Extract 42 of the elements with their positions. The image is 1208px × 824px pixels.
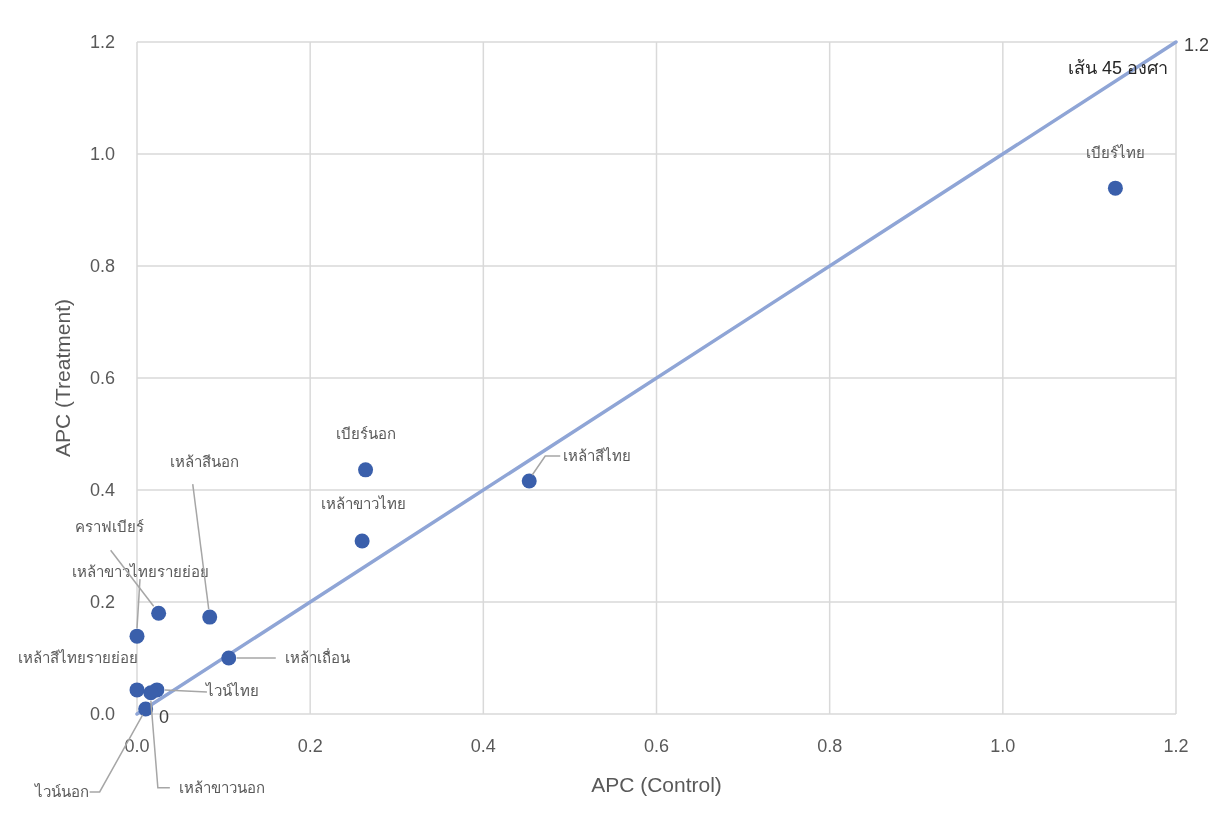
x-tick-label: 0.8 — [817, 736, 843, 756]
x-tick-label: 0.4 — [470, 736, 496, 756]
point — [521, 473, 537, 489]
point — [1107, 180, 1123, 196]
x-tick-label: 1.2 — [1163, 736, 1189, 756]
data-label: 1.2 — [1184, 35, 1208, 55]
annotation: เหล้าขาวไทย — [320, 494, 406, 512]
y-tick-label: 0.8 — [89, 256, 115, 276]
x-tick-label: 1.0 — [990, 736, 1016, 756]
point — [129, 628, 145, 644]
annotation: เหล้าสีนอก — [170, 453, 240, 471]
y-tick-label: 0.4 — [89, 480, 115, 500]
y-tick-label: 1.2 — [89, 32, 115, 52]
point — [151, 605, 167, 621]
y-tick-label: 0.2 — [89, 592, 115, 612]
series-label: เส้น 45 องศา — [1067, 58, 1168, 78]
point — [354, 533, 370, 549]
x-axis-title: APC (Control) — [591, 773, 722, 796]
annotation: เหล้าเถื่อน — [285, 647, 351, 666]
point — [221, 650, 237, 666]
annotation: ไวน์นอก — [33, 782, 89, 800]
data-label: 0 — [159, 707, 170, 727]
annotation: เหล้าขาวไทยรายย่อย — [71, 563, 209, 581]
annotation: เหล้าสีไทยรายย่อย — [18, 648, 138, 666]
annotation: เหล้าขาวนอก — [178, 778, 265, 796]
y-tick-label: 1.0 — [89, 144, 115, 164]
point — [358, 462, 374, 478]
x-tick-label: 0.0 — [124, 736, 150, 756]
y-tick-label: 0.6 — [89, 368, 115, 388]
point — [143, 685, 159, 701]
point — [202, 609, 218, 625]
x-tick-label: 0.2 — [297, 736, 323, 756]
point — [138, 701, 154, 717]
annotation: เบียร์ไทย — [1085, 144, 1145, 162]
annotation: เบียร์นอก — [335, 424, 396, 442]
x-tick-label: 0.6 — [643, 736, 670, 756]
annotation: คราฟเบียร์ — [75, 518, 145, 536]
annotation: เหล้าสีไทย — [563, 447, 632, 465]
y-axis-title: APC (Treatment) — [51, 299, 74, 457]
point — [129, 682, 145, 698]
y-tick-label: 0.0 — [89, 704, 115, 724]
annotation: ไวน์ไทย — [205, 681, 260, 699]
